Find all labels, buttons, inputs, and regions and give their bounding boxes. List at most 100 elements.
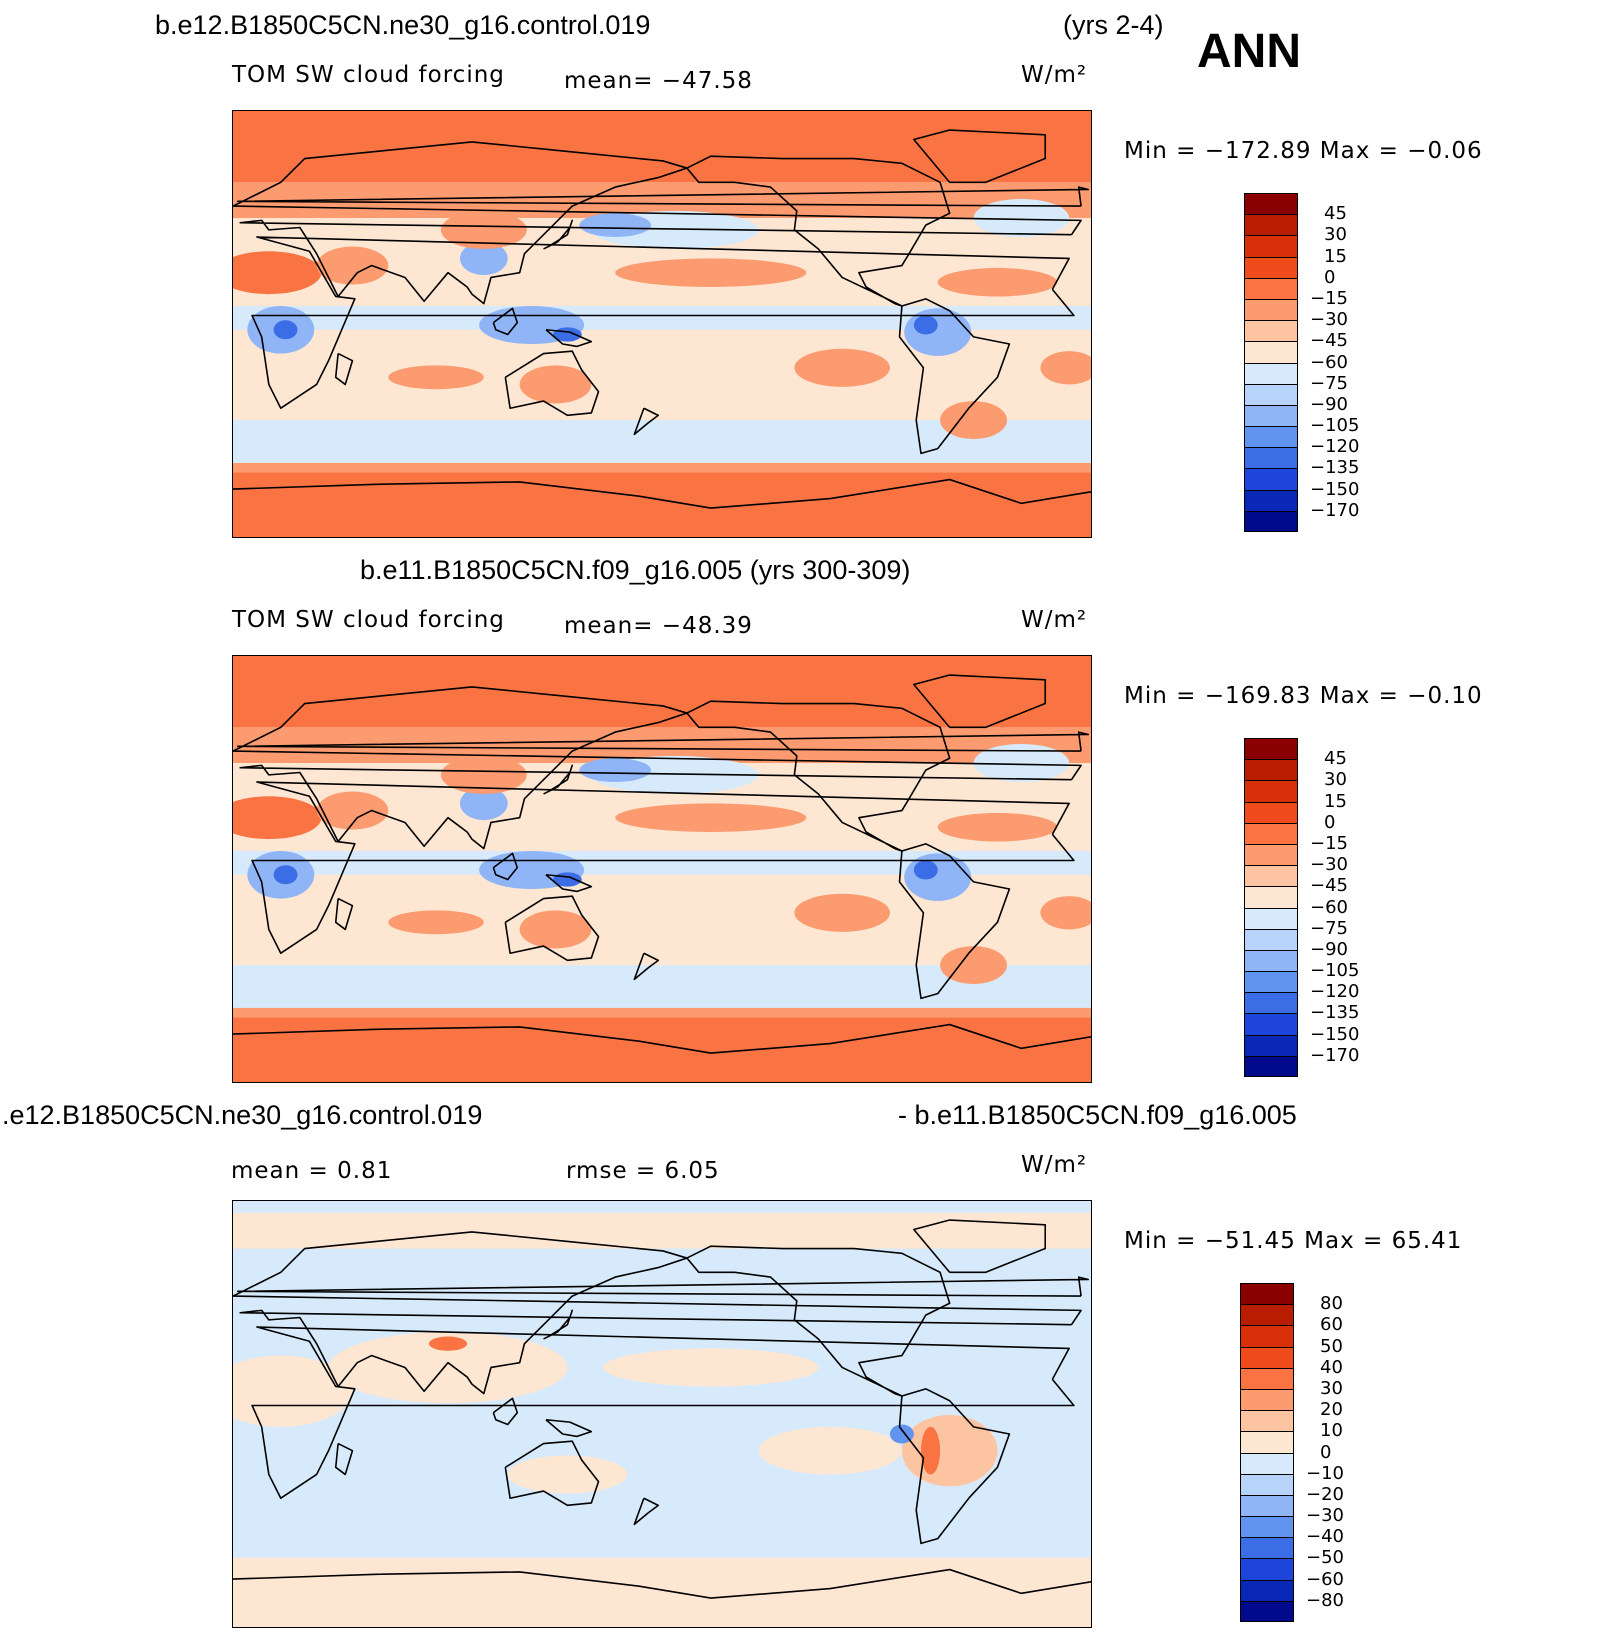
panel2-colorbar bbox=[1244, 738, 1298, 1077]
map-field bbox=[233, 1201, 1091, 1627]
field-contour bbox=[794, 348, 890, 387]
coastline bbox=[633, 952, 660, 981]
colorbar-tick-label: 15 bbox=[1324, 245, 1347, 267]
colorbar-tick-label: 45 bbox=[1324, 203, 1347, 225]
coastline bbox=[492, 852, 519, 881]
field-contour bbox=[328, 1331, 568, 1404]
panel3-rmse: rmse = 6.05 bbox=[566, 1158, 720, 1184]
colorbar-segment bbox=[1241, 1326, 1293, 1348]
colorbar-segment bbox=[1241, 1538, 1293, 1560]
coastline bbox=[913, 1219, 1047, 1274]
coastline bbox=[492, 307, 519, 336]
colorbar-tick-label: −50 bbox=[1306, 1547, 1344, 1569]
coastline bbox=[236, 731, 1090, 752]
panel3-case-title-right: - b.e11.B1850C5CN.f09_g16.005 bbox=[898, 1100, 1297, 1130]
colorbar-segment bbox=[1241, 1453, 1293, 1475]
colorbar-segment bbox=[1245, 278, 1297, 300]
colorbar-segment bbox=[1245, 739, 1297, 761]
colorbar-tick-label: 0 bbox=[1324, 266, 1336, 288]
colorbar-segment bbox=[1245, 802, 1297, 824]
panel2-variable: TOM SW cloud forcing bbox=[232, 607, 505, 633]
coastline bbox=[334, 1442, 354, 1476]
field-contour bbox=[1040, 896, 1091, 930]
colorbar-segment bbox=[1245, 257, 1297, 279]
field-contour bbox=[940, 401, 1007, 440]
colorbar-segment bbox=[1245, 972, 1297, 994]
field-contour bbox=[940, 946, 1007, 985]
colorbar-tick-label: −30 bbox=[1310, 854, 1348, 876]
coastline bbox=[236, 1276, 1090, 1297]
panel3-mean: mean = 0.81 bbox=[231, 1158, 393, 1184]
field-contour bbox=[233, 1355, 353, 1427]
coastline bbox=[334, 352, 354, 386]
colorbar-segment bbox=[1241, 1432, 1293, 1454]
colorbar-tick-label: −30 bbox=[1306, 1505, 1344, 1527]
field-contour bbox=[901, 1415, 998, 1487]
colorbar-segment bbox=[1241, 1474, 1293, 1496]
coastline bbox=[545, 1418, 593, 1438]
field-contour bbox=[937, 812, 1058, 842]
coastline bbox=[545, 873, 593, 893]
colorbar-segment bbox=[1241, 1305, 1293, 1327]
panel2-units: W/m² bbox=[1021, 607, 1088, 633]
colorbar-tick-label: −120 bbox=[1310, 981, 1360, 1003]
coastline bbox=[233, 141, 1082, 305]
colorbar-tick-label: 50 bbox=[1320, 1335, 1343, 1357]
colorbar-tick-label: 10 bbox=[1320, 1420, 1343, 1442]
field-contour bbox=[973, 198, 1070, 238]
field-band bbox=[233, 656, 1091, 728]
colorbar-segment bbox=[1245, 929, 1297, 951]
colorbar-tick-label: 20 bbox=[1320, 1399, 1343, 1421]
panel1-units: W/m² bbox=[1021, 62, 1088, 88]
colorbar-tick-label: 45 bbox=[1324, 748, 1347, 770]
field-contour bbox=[921, 1426, 941, 1475]
colorbar-tick-label: −30 bbox=[1310, 309, 1348, 331]
colorbar-tick-label: 30 bbox=[1320, 1377, 1343, 1399]
colorbar-segment bbox=[1245, 384, 1297, 406]
field-contour bbox=[233, 1495, 520, 1525]
coastline bbox=[492, 1397, 519, 1426]
colorbar-segment bbox=[1245, 866, 1297, 888]
panel3-case-title-left: .e12.B1850C5CN.ne30_g16.control.019 bbox=[2, 1100, 483, 1130]
colorbar-tick-label: −170 bbox=[1310, 1044, 1360, 1066]
field-contour bbox=[973, 743, 1070, 783]
colorbar-segment bbox=[1241, 1495, 1293, 1518]
coastline bbox=[233, 1568, 1091, 1599]
field-contour bbox=[519, 910, 592, 949]
colorbar-tick-label: −135 bbox=[1310, 1002, 1360, 1024]
colorbar-segment bbox=[1245, 1056, 1297, 1076]
coastline bbox=[633, 1497, 660, 1526]
colorbar-tick-label: −20 bbox=[1306, 1483, 1344, 1505]
colorbar-segment bbox=[1245, 363, 1297, 385]
colorbar-segment bbox=[1245, 781, 1297, 803]
colorbar-tick-label: −120 bbox=[1310, 436, 1360, 458]
colorbar-segment bbox=[1245, 427, 1297, 449]
coastline bbox=[913, 129, 1047, 184]
field-contour bbox=[316, 791, 389, 830]
colorbar-tick-label: −105 bbox=[1310, 415, 1360, 437]
coastline bbox=[251, 1326, 1075, 1500]
panel1-case-title: b.e12.B1850C5CN.ne30_g16.control.019 bbox=[155, 10, 651, 40]
field-contour bbox=[794, 893, 890, 932]
panel1-variable: TOM SW cloud forcing bbox=[232, 62, 505, 88]
panel1-mean: mean= −47.58 bbox=[564, 68, 753, 94]
panel3-map bbox=[232, 1200, 1092, 1628]
coastline bbox=[686, 155, 951, 307]
panel2-minmax: Min = −169.83 Max = −0.10 bbox=[1124, 683, 1483, 709]
field-band bbox=[233, 850, 1091, 875]
field-band bbox=[233, 472, 1091, 537]
colorbar-segment bbox=[1241, 1347, 1293, 1369]
coastline bbox=[504, 350, 600, 417]
colorbar-tick-label: −150 bbox=[1310, 1023, 1360, 1045]
colorbar-segment bbox=[1245, 448, 1297, 470]
colorbar-segment bbox=[1245, 490, 1297, 512]
coastline bbox=[898, 1388, 1011, 1545]
colorbar-tick-label: 30 bbox=[1324, 224, 1347, 246]
field-contour bbox=[459, 786, 508, 821]
colorbar-tick-label: −60 bbox=[1310, 351, 1348, 373]
field-contour bbox=[746, 1317, 867, 1347]
field-contour bbox=[388, 910, 484, 935]
colorbar-tick-label: −60 bbox=[1310, 896, 1348, 918]
field-contour bbox=[440, 755, 527, 794]
colorbar-segment bbox=[1245, 469, 1297, 491]
